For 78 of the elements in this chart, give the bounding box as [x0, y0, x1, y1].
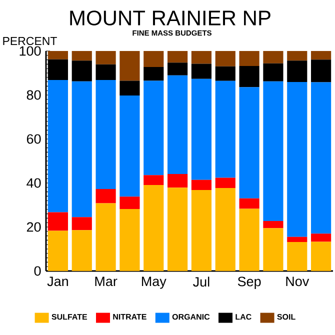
y-axis-title: PERCENT [3, 36, 57, 46]
bar [239, 198, 260, 209]
x-tick-label: Nov [286, 276, 310, 286]
bar [287, 82, 308, 237]
y-tick-label: 100 [20, 46, 41, 56]
y-tick-label: 60 [26, 134, 41, 144]
bar [263, 81, 284, 222]
bar [96, 51, 116, 64]
bar [191, 78, 212, 180]
bar [72, 81, 92, 218]
bar [239, 87, 260, 198]
bar [48, 51, 68, 60]
bar [311, 234, 332, 242]
bar [311, 60, 332, 82]
bar [287, 60, 308, 82]
bar [96, 203, 116, 271]
x-tick-label: Jul [193, 276, 210, 287]
bar [263, 221, 284, 228]
bar [96, 188, 116, 204]
bar [167, 75, 188, 174]
bar [239, 51, 260, 66]
bar [144, 51, 164, 68]
bar [215, 188, 236, 271]
y-tick-label: 80 [26, 90, 41, 100]
y-tick-label: 40 [26, 178, 41, 188]
bar [191, 51, 212, 64]
legend-label: ORGANIC [172, 314, 210, 320]
legend-label: NITRATE [113, 314, 146, 320]
x-tick-label: May [142, 276, 166, 289]
bar [120, 51, 140, 81]
chart-title: MOUNT RAINIER NP [70, 10, 270, 26]
bar [311, 51, 332, 60]
bar [120, 208, 140, 271]
bar [239, 208, 260, 271]
bar [48, 212, 68, 231]
bar [287, 236, 308, 242]
bar [167, 62, 188, 76]
bar [167, 174, 188, 188]
bar [263, 228, 284, 271]
bar [263, 51, 284, 64]
legend-label: SULFATE [52, 314, 88, 320]
bar [96, 80, 116, 189]
bar [48, 80, 68, 212]
bar [48, 230, 68, 271]
bar [215, 51, 236, 66]
bar [167, 188, 188, 271]
bar [311, 242, 332, 271]
bar [215, 80, 236, 178]
bar [191, 64, 212, 79]
x-tick-label: Mar [95, 276, 118, 286]
bar [144, 175, 164, 185]
bar [96, 64, 116, 80]
y-tick-label: 0 [34, 266, 41, 276]
bar [239, 66, 260, 88]
bar [311, 82, 332, 234]
bar [120, 80, 140, 96]
bar [120, 196, 140, 209]
bar [287, 51, 308, 61]
bar [72, 230, 92, 271]
bar [215, 178, 236, 188]
bar [72, 217, 92, 230]
bar [120, 95, 140, 197]
y-tick-label: 20 [26, 222, 41, 232]
bar [191, 180, 212, 190]
bar [72, 51, 92, 61]
x-tick-label: Jan [47, 276, 68, 286]
bar [263, 63, 284, 82]
x-tick-label: Sep [238, 276, 261, 289]
bar [287, 242, 308, 271]
bar [72, 60, 92, 82]
bar [215, 66, 236, 81]
bar [144, 67, 164, 81]
bar [144, 80, 164, 176]
bar [191, 190, 212, 271]
legend-label: LAC [236, 314, 252, 320]
bar [144, 184, 164, 271]
bar [167, 51, 188, 63]
legend-label: SOIL [277, 314, 296, 320]
